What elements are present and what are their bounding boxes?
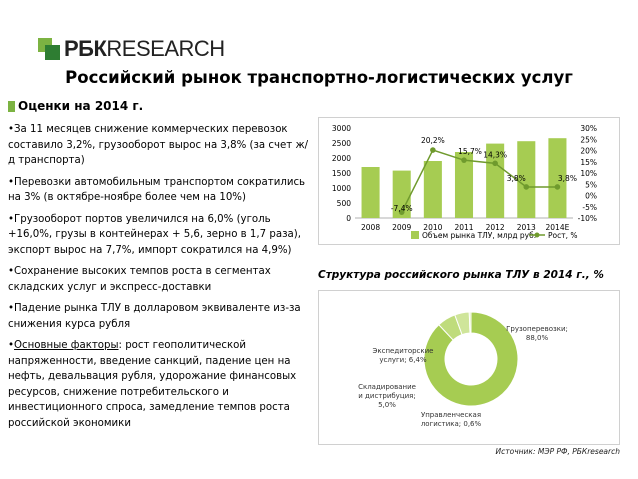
y-right-tick-label: 30%	[580, 124, 597, 133]
legend-line-label: Рост, %	[548, 231, 578, 240]
y-left-tick-label: 1500	[332, 169, 351, 178]
bullet-item: •Перевозки автомобильным транспортом сок…	[8, 176, 306, 204]
y-right-tick-label: -10%	[578, 214, 597, 223]
bullet-list: •За 11 месяцев снижение коммерческих пер…	[8, 122, 310, 437]
page-title: Российский рынок транспортно-логистическ…	[65, 68, 573, 87]
y-right-tick-label: 5%	[585, 180, 597, 189]
market-chart-svg: 0 500 1000 1500 2000 2500 3000 -10% -5% 0% 5% 10% 15…	[332, 124, 597, 240]
growth-point	[554, 184, 561, 190]
growth-line	[401, 149, 558, 213]
bullet-item-factors: •Основные факторы: рост геополитической …	[8, 340, 297, 429]
subhead-text: Оценки на 2014 г.	[18, 99, 144, 113]
x-tick-label: 2012	[486, 223, 505, 232]
x-tick-label: 2009	[392, 223, 411, 232]
growth-point	[523, 184, 530, 190]
y-left-tick-label: 2500	[332, 139, 351, 148]
logo-text: РБКRESEARCH	[64, 36, 225, 61]
logo-mark	[38, 38, 60, 60]
y-left-tick-label: 500	[337, 199, 352, 208]
growth-data-label: 3,8%	[507, 174, 526, 183]
x-tick-label: 2008	[361, 223, 380, 232]
factors-label: Основные факторы	[14, 340, 119, 351]
x-tick-label: 2011	[454, 223, 473, 232]
y-right-tick-label: 25%	[580, 135, 597, 144]
y-right-tick-label: 10%	[580, 169, 597, 178]
y-left-tick-label: 3000	[332, 124, 351, 133]
legend-bar-swatch	[411, 231, 419, 239]
x-tick-label: 2013	[517, 223, 536, 232]
donut-data-label: Складирование и дистрибуция; 5,0%	[358, 383, 416, 409]
bar	[454, 152, 474, 218]
bar	[392, 170, 411, 218]
growth-point	[430, 147, 436, 153]
bullet-item: •Грузооборот портов увеличился на 6,0% (…	[8, 213, 301, 256]
structure-chart: Грузоперевозки; 88,0% Экспедиторские услуги…	[318, 290, 620, 445]
donut-data-label: Грузоперевозки; 88,0%	[506, 325, 568, 342]
structure-chart-svg: Грузоперевозки; 88,0% Экспедиторские услуги…	[358, 311, 568, 428]
bullet-item: •За 11 месяцев снижение коммерческих пер…	[8, 124, 309, 166]
source-note: Источник: МЭР РФ, РБКresearch	[495, 447, 620, 456]
growth-point	[398, 209, 405, 215]
legend-line-marker	[534, 232, 540, 238]
donut-slice	[468, 311, 472, 334]
y-left-tick-label: 0	[346, 214, 351, 223]
bullet-item: •Падение рынка ТЛУ в долларовом эквивале…	[8, 303, 301, 330]
donut-data-label: Управленческая логистика; 0,6%	[421, 411, 482, 428]
growth-data-label: 14,3%	[483, 150, 507, 159]
y-right-tick-label: 15%	[580, 158, 597, 167]
subhead: Оценки на 2014 г.	[8, 99, 143, 113]
y-left-tick-label: 2000	[332, 154, 351, 163]
growth-point	[492, 160, 498, 167]
bar	[548, 138, 567, 218]
y-right-tick-label: -5%	[582, 203, 597, 212]
pie-chart-title: Структура российского рынка ТЛУ в 2014 г…	[318, 269, 604, 281]
x-tick-label: 2010	[423, 223, 442, 232]
bullet-square-icon	[8, 100, 15, 112]
growth-data-label: 3,8%	[558, 174, 577, 183]
y-right-tick-label: 20%	[580, 147, 597, 156]
growth-data-label: -7,4%	[391, 204, 413, 213]
bar	[517, 141, 536, 218]
y-right-tick-label: 0%	[585, 192, 597, 201]
bar	[361, 167, 380, 218]
donut-data-label: Экспедиторские услуги; 6,4%	[373, 347, 434, 364]
market-chart: 0 500 1000 1500 2000 2500 3000 -10% -5% 0% 5% 10% 15…	[318, 117, 620, 245]
bar	[423, 161, 442, 218]
x-tick-label: 2014E	[546, 223, 570, 232]
growth-data-label: 15,7%	[458, 147, 482, 156]
growth-point	[461, 157, 467, 163]
y-left-tick-label: 1000	[332, 184, 351, 193]
factors-text: : рост геополитической напряженности, вв…	[8, 340, 297, 429]
bullet-item: •Сохранение высоких темпов роста в сегме…	[8, 266, 271, 293]
donut-slice	[423, 311, 519, 407]
growth-data-label: 20,2%	[421, 136, 445, 145]
logo: РБКRESEARCH	[38, 36, 225, 62]
legend-bar-label: Объем рынка ТЛУ, млрд руб.	[422, 231, 536, 240]
